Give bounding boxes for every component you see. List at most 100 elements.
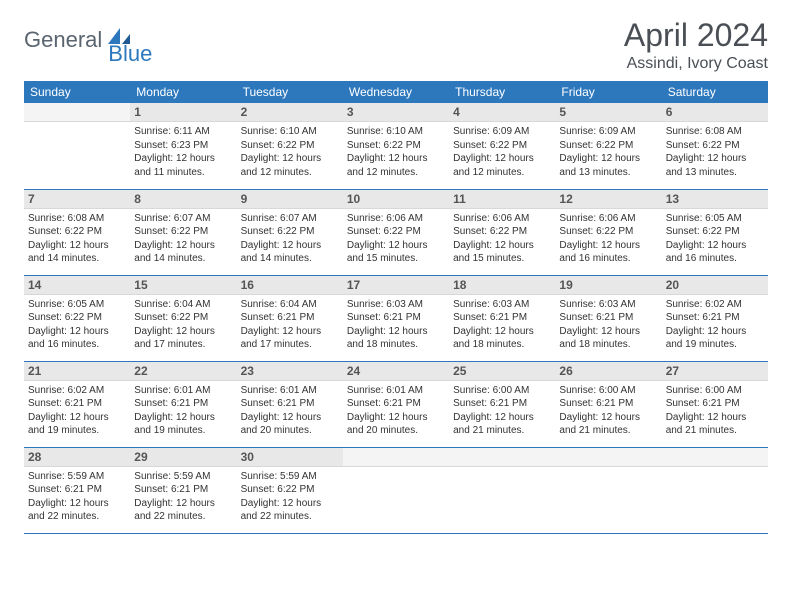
day-body: Sunrise: 6:11 AMSunset: 6:23 PMDaylight:… bbox=[130, 122, 236, 183]
day-number: 7 bbox=[24, 190, 130, 209]
sunset-line: Sunset: 6:22 PM bbox=[241, 483, 339, 497]
sunset-line: Sunset: 6:21 PM bbox=[666, 397, 764, 411]
daylight-line: Daylight: 12 hours and 22 minutes. bbox=[134, 497, 232, 524]
calendar-day: 30Sunrise: 5:59 AMSunset: 6:22 PMDayligh… bbox=[237, 447, 343, 533]
daylight-line: Daylight: 12 hours and 16 minutes. bbox=[666, 239, 764, 266]
sunrise-line: Sunrise: 6:03 AM bbox=[347, 298, 445, 312]
sunset-line: Sunset: 6:22 PM bbox=[347, 225, 445, 239]
sunrise-line: Sunrise: 6:03 AM bbox=[559, 298, 657, 312]
sunrise-line: Sunrise: 6:04 AM bbox=[134, 298, 232, 312]
sunset-line: Sunset: 6:21 PM bbox=[28, 397, 126, 411]
calendar-day: 18 Sunrise: 6:03 AMSunset: 6:21 PMDayligh… bbox=[449, 275, 555, 361]
day-header: Wednesday bbox=[343, 81, 449, 103]
sunset-line: Sunset: 6:21 PM bbox=[559, 397, 657, 411]
sunrise-line: Sunrise: 6:08 AM bbox=[28, 212, 126, 226]
sunrise-line: Sunrise: 6:01 AM bbox=[347, 384, 445, 398]
day-number bbox=[555, 448, 661, 467]
calendar-day: 7Sunrise: 6:08 AMSunset: 6:22 PMDaylight… bbox=[24, 189, 130, 275]
daylight-line: Daylight: 12 hours and 18 minutes. bbox=[347, 325, 445, 352]
calendar-day: 10Sunrise: 6:06 AMSunset: 6:22 PMDayligh… bbox=[343, 189, 449, 275]
sunrise-line: Sunrise: 6:09 AM bbox=[559, 125, 657, 139]
calendar-day: 13Sunrise: 6:05 AMSunset: 6:22 PMDayligh… bbox=[662, 189, 768, 275]
sunset-line: Sunset: 6:21 PM bbox=[347, 397, 445, 411]
sunrise-line: Sunrise: 6:00 AM bbox=[453, 384, 551, 398]
day-body: Sunrise: 6:06 AMSunset: 6:22 PMDaylight:… bbox=[555, 209, 661, 270]
day-number: 25 bbox=[449, 362, 555, 381]
day-body: Sunrise: 5:59 AMSunset: 6:21 PMDaylight:… bbox=[130, 467, 236, 528]
day-number: 5 bbox=[555, 103, 661, 122]
sunrise-line: Sunrise: 5:59 AM bbox=[134, 470, 232, 484]
calendar-day: 5Sunrise: 6:09 AMSunset: 6:22 PMDaylight… bbox=[555, 103, 661, 189]
calendar-day: 22Sunrise: 6:01 AMSunset: 6:21 PMDayligh… bbox=[130, 361, 236, 447]
day-header: Saturday bbox=[662, 81, 768, 103]
day-body: Sunrise: 6:02 AMSunset: 6:21 PMDaylight:… bbox=[24, 381, 130, 442]
day-body: Sunrise: 6:05 AMSunset: 6:22 PMDaylight:… bbox=[662, 209, 768, 270]
calendar-day: 25Sunrise: 6:00 AMSunset: 6:21 PMDayligh… bbox=[449, 361, 555, 447]
day-body: Sunrise: 6:00 AMSunset: 6:21 PMDaylight:… bbox=[555, 381, 661, 442]
day-number: 14 bbox=[24, 276, 130, 295]
day-header: Monday bbox=[130, 81, 236, 103]
calendar-day: 4Sunrise: 6:09 AMSunset: 6:22 PMDaylight… bbox=[449, 103, 555, 189]
day-body: Sunrise: 6:06 AMSunset: 6:22 PMDaylight:… bbox=[449, 209, 555, 270]
sunset-line: Sunset: 6:23 PM bbox=[134, 139, 232, 153]
day-number bbox=[24, 103, 130, 122]
sunset-line: Sunset: 6:22 PM bbox=[134, 311, 232, 325]
day-number bbox=[449, 448, 555, 467]
day-body: Sunrise: 6:01 AMSunset: 6:21 PMDaylight:… bbox=[237, 381, 343, 442]
day-body: Sunrise: 6:05 AMSunset: 6:22 PMDaylight:… bbox=[24, 295, 130, 356]
day-number: 17 bbox=[343, 276, 449, 295]
day-body: Sunrise: 6:03 AMSunset: 6:21 PMDaylight:… bbox=[555, 295, 661, 356]
day-number: 28 bbox=[24, 448, 130, 467]
day-number: 10 bbox=[343, 190, 449, 209]
logo-word-2: Blue bbox=[108, 41, 152, 67]
sunrise-line: Sunrise: 6:02 AM bbox=[28, 384, 126, 398]
sunrise-line: Sunrise: 6:05 AM bbox=[28, 298, 126, 312]
day-body: Sunrise: 5:59 AMSunset: 6:21 PMDaylight:… bbox=[24, 467, 130, 528]
calendar-table: Sunday Monday Tuesday Wednesday Thursday… bbox=[24, 81, 768, 534]
calendar-day: 27Sunrise: 6:00 AMSunset: 6:21 PMDayligh… bbox=[662, 361, 768, 447]
sunrise-line: Sunrise: 6:11 AM bbox=[134, 125, 232, 139]
sunset-line: Sunset: 6:22 PM bbox=[134, 225, 232, 239]
daylight-line: Daylight: 12 hours and 13 minutes. bbox=[559, 152, 657, 179]
day-header: Friday bbox=[555, 81, 661, 103]
daylight-line: Daylight: 12 hours and 15 minutes. bbox=[347, 239, 445, 266]
day-number: 1 bbox=[130, 103, 236, 122]
sunrise-line: Sunrise: 6:04 AM bbox=[241, 298, 339, 312]
calendar-week: 21Sunrise: 6:02 AMSunset: 6:21 PMDayligh… bbox=[24, 361, 768, 447]
sunset-line: Sunset: 6:21 PM bbox=[453, 311, 551, 325]
calendar-body: 1Sunrise: 6:11 AMSunset: 6:23 PMDaylight… bbox=[24, 103, 768, 533]
daylight-line: Daylight: 12 hours and 16 minutes. bbox=[559, 239, 657, 266]
sunrise-line: Sunrise: 5:59 AM bbox=[28, 470, 126, 484]
calendar-day: 1Sunrise: 6:11 AMSunset: 6:23 PMDaylight… bbox=[130, 103, 236, 189]
day-body: Sunrise: 6:06 AMSunset: 6:22 PMDaylight:… bbox=[343, 209, 449, 270]
day-number: 21 bbox=[24, 362, 130, 381]
sunrise-line: Sunrise: 6:03 AM bbox=[453, 298, 551, 312]
sunset-line: Sunset: 6:22 PM bbox=[559, 225, 657, 239]
calendar-day bbox=[343, 447, 449, 533]
daylight-line: Daylight: 12 hours and 21 minutes. bbox=[666, 411, 764, 438]
calendar-day: 20Sunrise: 6:02 AMSunset: 6:21 PMDayligh… bbox=[662, 275, 768, 361]
sunrise-line: Sunrise: 6:10 AM bbox=[347, 125, 445, 139]
calendar-day: 24Sunrise: 6:01 AMSunset: 6:21 PMDayligh… bbox=[343, 361, 449, 447]
calendar-day: 23Sunrise: 6:01 AMSunset: 6:21 PMDayligh… bbox=[237, 361, 343, 447]
day-body: Sunrise: 6:09 AMSunset: 6:22 PMDaylight:… bbox=[555, 122, 661, 183]
daylight-line: Daylight: 12 hours and 18 minutes. bbox=[453, 325, 551, 352]
day-number: 18 bbox=[449, 276, 555, 295]
day-header: Thursday bbox=[449, 81, 555, 103]
daylight-line: Daylight: 12 hours and 21 minutes. bbox=[559, 411, 657, 438]
day-number: 23 bbox=[237, 362, 343, 381]
daylight-line: Daylight: 12 hours and 12 minutes. bbox=[241, 152, 339, 179]
day-number: 6 bbox=[662, 103, 768, 122]
sunrise-line: Sunrise: 6:01 AM bbox=[134, 384, 232, 398]
daylight-line: Daylight: 12 hours and 22 minutes. bbox=[241, 497, 339, 524]
sunrise-line: Sunrise: 6:09 AM bbox=[453, 125, 551, 139]
day-body: Sunrise: 6:07 AMSunset: 6:22 PMDaylight:… bbox=[130, 209, 236, 270]
day-body: Sunrise: 6:03 AMSunset: 6:21 PMDaylight:… bbox=[343, 295, 449, 356]
daylight-line: Daylight: 12 hours and 21 minutes. bbox=[453, 411, 551, 438]
day-number: 2 bbox=[237, 103, 343, 122]
sunrise-line: Sunrise: 6:01 AM bbox=[241, 384, 339, 398]
sunset-line: Sunset: 6:21 PM bbox=[241, 311, 339, 325]
sunset-line: Sunset: 6:21 PM bbox=[28, 483, 126, 497]
sunset-line: Sunset: 6:22 PM bbox=[241, 225, 339, 239]
sunrise-line: Sunrise: 6:05 AM bbox=[666, 212, 764, 226]
